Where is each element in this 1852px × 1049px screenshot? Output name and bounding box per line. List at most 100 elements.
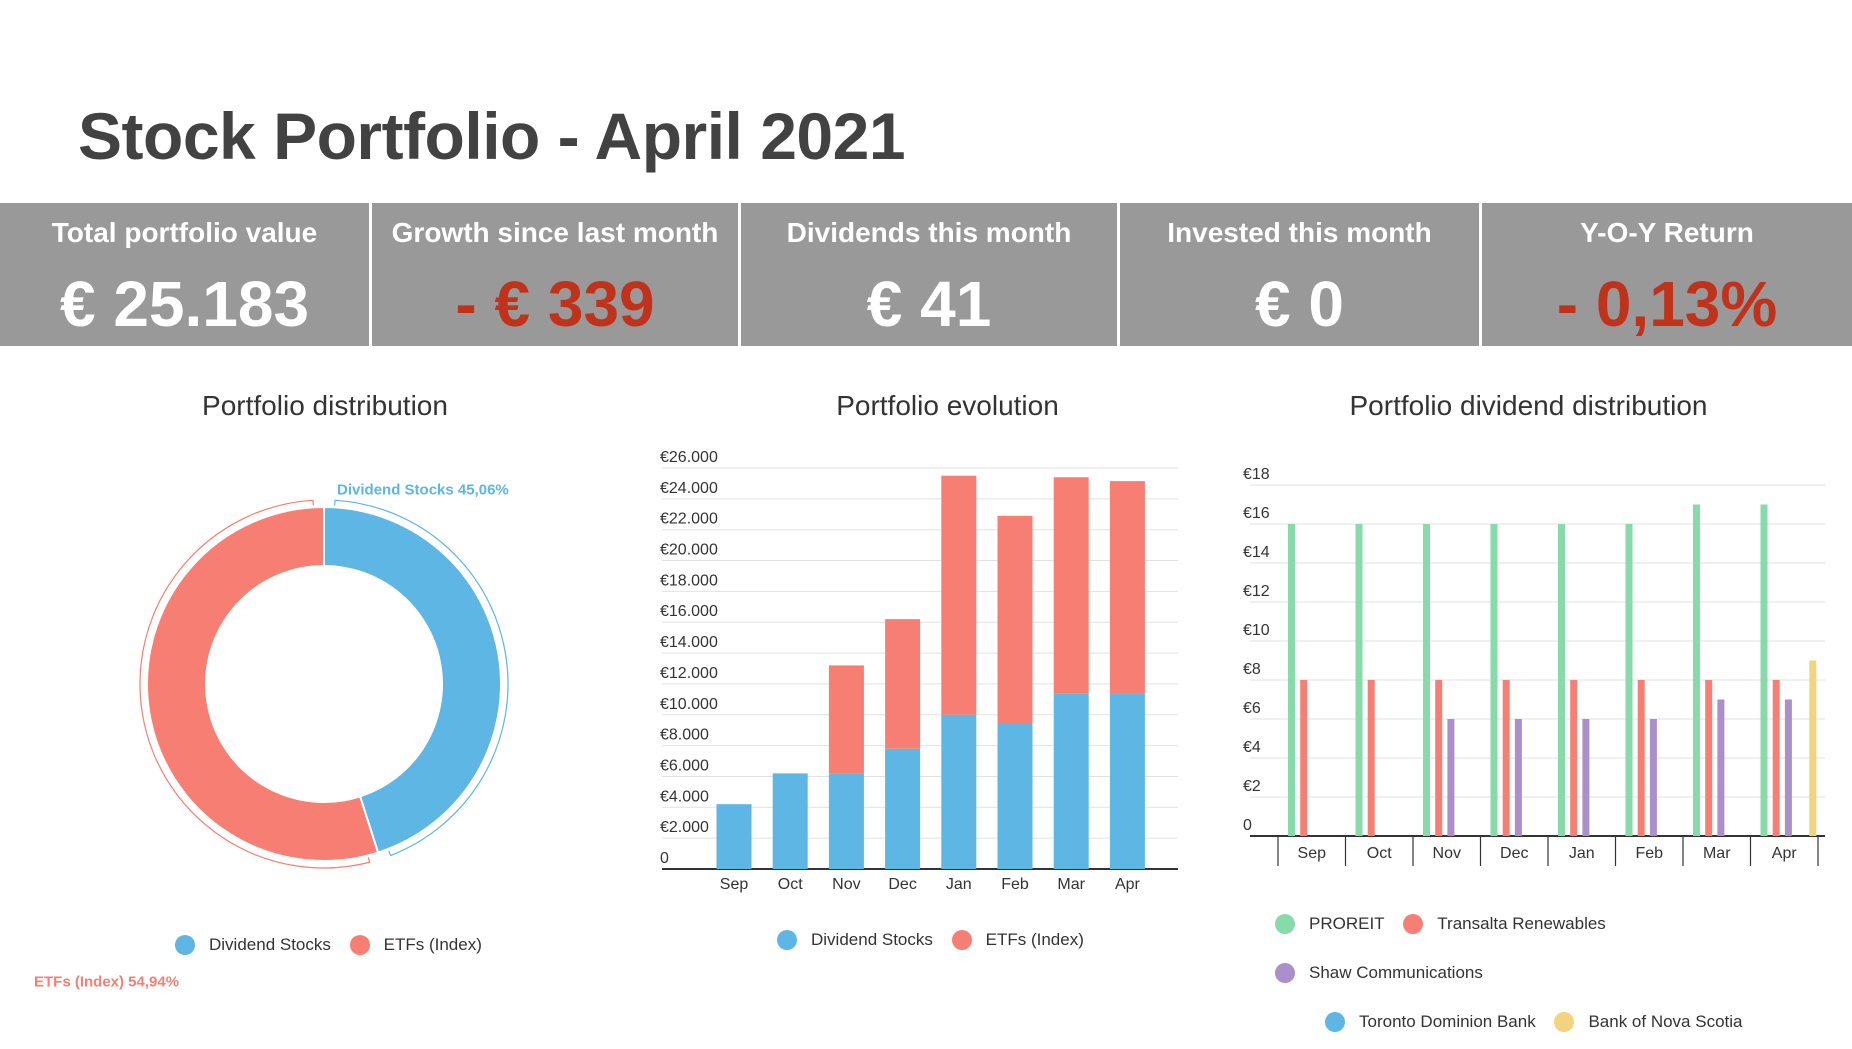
y-tick-label: €16.000 bbox=[660, 603, 718, 620]
bar[interactable] bbox=[1717, 699, 1725, 837]
y-tick-label: €2.000 bbox=[660, 819, 709, 836]
bar-segment[interactable] bbox=[885, 619, 921, 749]
kpi-value: - 0,13% bbox=[1556, 268, 1778, 340]
bar-segment[interactable] bbox=[941, 475, 977, 715]
legend-label: Bank of Nova Scotia bbox=[1588, 1012, 1743, 1031]
slice-data-label: ETFs (Index) 54,94% bbox=[34, 973, 179, 990]
bar-segment[interactable] bbox=[1053, 477, 1089, 694]
legend-item-etfs-index[interactable]: ETFs (Index) bbox=[349, 935, 482, 955]
x-tick-label: Nov bbox=[832, 876, 860, 893]
kpi-dividends-this-month: Dividends this month € 41 bbox=[741, 203, 1120, 346]
legend-item-shaw-communications[interactable]: Shaw Communications bbox=[1275, 951, 1483, 995]
y-tick-label: €18 bbox=[1243, 466, 1270, 483]
bar[interactable] bbox=[1435, 680, 1443, 836]
bar-segment[interactable] bbox=[716, 804, 752, 869]
bar-segment[interactable] bbox=[828, 773, 864, 869]
chart-legend: PROREIT Transalta Renewables Shaw Commun… bbox=[1275, 902, 1815, 1049]
kpi-label: Dividends this month bbox=[786, 217, 1072, 248]
x-tick-label: Sep bbox=[720, 876, 749, 893]
bar[interactable] bbox=[1570, 680, 1578, 836]
donut-slice[interactable] bbox=[146, 505, 380, 862]
legend-label: Dividend Stocks bbox=[811, 930, 933, 949]
bar[interactable] bbox=[1784, 699, 1792, 837]
legend-item-toronto-dominion-bank[interactable]: Toronto Dominion Bank bbox=[1325, 1000, 1536, 1044]
chart-title: Portfolio evolution bbox=[836, 390, 1059, 421]
bar-segment[interactable] bbox=[1053, 693, 1089, 869]
legend-item-dividend-stocks[interactable]: Dividend Stocks bbox=[175, 935, 331, 955]
bar[interactable] bbox=[1582, 719, 1590, 836]
legend-label: Shaw Communications bbox=[1309, 963, 1483, 982]
legend-swatch bbox=[951, 930, 972, 950]
bar-segment[interactable] bbox=[1109, 481, 1145, 694]
x-tick-label: Jan bbox=[946, 876, 972, 893]
page-title: Stock Portfolio - April 2021 bbox=[78, 99, 906, 173]
chart-legend: Dividend Stocks ETFs (Index) bbox=[777, 930, 1098, 955]
bar[interactable] bbox=[1355, 524, 1363, 836]
y-tick-label: €14 bbox=[1243, 544, 1270, 561]
bar[interactable] bbox=[1490, 524, 1498, 836]
x-tick-label: Jan bbox=[1569, 845, 1595, 862]
legend-label: PROREIT bbox=[1309, 914, 1385, 933]
bar-segment[interactable] bbox=[997, 724, 1033, 869]
bar[interactable] bbox=[1288, 524, 1295, 836]
y-tick-label: €24.000 bbox=[660, 480, 718, 497]
kpi-band: Total portfolio value € 25.183 Growth si… bbox=[0, 203, 1852, 346]
bar[interactable] bbox=[1772, 680, 1780, 836]
x-tick-label: Feb bbox=[1001, 876, 1029, 893]
bar[interactable] bbox=[1558, 524, 1565, 836]
legend-item-dividend-stocks[interactable]: Dividend Stocks bbox=[777, 930, 933, 950]
legend-item-etfs-index[interactable]: ETFs (Index) bbox=[951, 930, 1084, 950]
legend-label: Toronto Dominion Bank bbox=[1359, 1012, 1536, 1031]
bar[interactable] bbox=[1423, 524, 1430, 836]
bar[interactable] bbox=[1625, 524, 1633, 836]
kpi-growth-since-last-month: Growth since last month - € 339 bbox=[372, 203, 741, 346]
bar-segment[interactable] bbox=[772, 773, 808, 869]
y-tick-label: 0 bbox=[1243, 817, 1252, 834]
bar[interactable] bbox=[1514, 719, 1522, 836]
bar[interactable] bbox=[1300, 680, 1308, 836]
bar-segment[interactable] bbox=[828, 665, 864, 774]
kpi-label: Invested this month bbox=[1167, 217, 1432, 248]
bar[interactable] bbox=[1760, 504, 1768, 837]
x-tick-label: Dec bbox=[888, 876, 916, 893]
legend-label: ETFs (Index) bbox=[985, 930, 1084, 949]
legend-item-proreit[interactable]: PROREIT bbox=[1275, 902, 1385, 946]
kpi-value: - € 339 bbox=[455, 268, 655, 340]
donut-chart-svg: Dividend Stocks 45,06% ETFs (Index) 54,94… bbox=[34, 481, 509, 990]
bar[interactable] bbox=[1809, 660, 1817, 837]
legend-label: Dividend Stocks bbox=[209, 935, 331, 954]
x-tick-label: Oct bbox=[778, 876, 803, 893]
donut-slice[interactable] bbox=[323, 505, 502, 854]
y-tick-label: €4.000 bbox=[660, 788, 709, 805]
bar[interactable] bbox=[1693, 504, 1700, 837]
y-tick-label: €14.000 bbox=[660, 634, 718, 651]
bar-segment[interactable] bbox=[997, 515, 1033, 725]
legend-label: Transalta Renewables bbox=[1437, 914, 1606, 933]
y-tick-label: €26.000 bbox=[660, 449, 718, 466]
legend-swatch bbox=[1325, 1012, 1345, 1032]
y-tick-label: €10.000 bbox=[660, 696, 718, 713]
y-tick-label: €12 bbox=[1243, 583, 1270, 600]
y-tick-label: €6 bbox=[1243, 700, 1261, 717]
chart-title: Portfolio dividend distribution bbox=[1349, 390, 1708, 421]
bar[interactable] bbox=[1637, 680, 1645, 836]
portfolio-evolution-chart: Portfolio evolution 0 €2.000 €4.000 €6.000 €… bbox=[650, 380, 1205, 980]
bar[interactable] bbox=[1367, 680, 1375, 836]
dividend-chart-svg: 0 €2 €4 €6 €8 €10 €12 €14 €16 €18 Sep Oct Nov Dec Jan F… bbox=[1243, 466, 1825, 866]
y-tick-label: 0 bbox=[660, 850, 669, 867]
kpi-value: € 25.183 bbox=[59, 268, 310, 340]
bar[interactable] bbox=[1447, 719, 1455, 836]
bar-segment[interactable] bbox=[941, 714, 977, 869]
y-tick-label: €20.000 bbox=[660, 542, 718, 559]
bar[interactable] bbox=[1649, 719, 1657, 836]
legend-item-bank-of-nova-scotia[interactable]: Bank of Nova Scotia bbox=[1554, 1000, 1742, 1044]
legend-swatch bbox=[349, 935, 370, 955]
legend-item-transalta-renewables[interactable]: Transalta Renewables bbox=[1403, 902, 1606, 946]
bar-segment[interactable] bbox=[1109, 693, 1145, 869]
kpi-yoy-return: Y-O-Y Return - 0,13% bbox=[1482, 203, 1852, 346]
bar[interactable] bbox=[1705, 680, 1713, 836]
bar-segment[interactable] bbox=[885, 748, 921, 869]
legend-swatch bbox=[777, 930, 797, 950]
x-tick-label: Apr bbox=[1772, 845, 1798, 862]
bar[interactable] bbox=[1502, 680, 1510, 836]
